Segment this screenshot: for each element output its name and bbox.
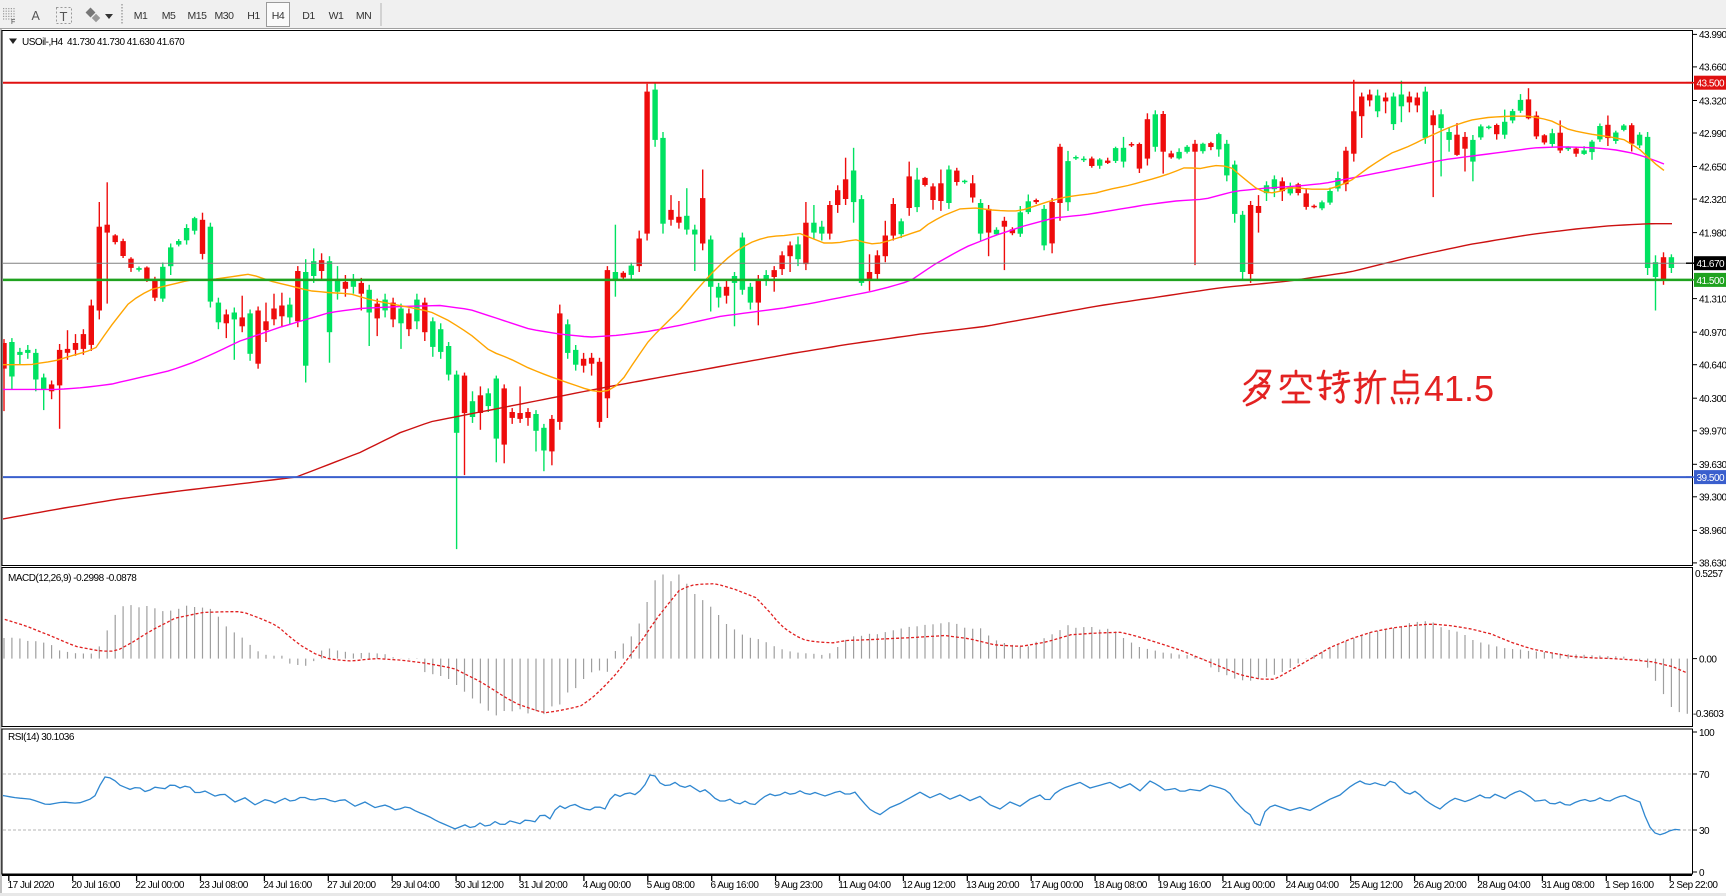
svg-text:M5: M5 <box>162 10 176 22</box>
svg-text:30: 30 <box>1699 826 1710 837</box>
svg-text:13 Aug 20:00: 13 Aug 20:00 <box>966 880 1020 891</box>
svg-text:18 Aug 08:00: 18 Aug 08:00 <box>1094 880 1148 891</box>
svg-text:41.5: 41.5 <box>1424 368 1494 409</box>
svg-text:43.660: 43.660 <box>1699 63 1726 74</box>
svg-text:0.00: 0.00 <box>1699 654 1717 665</box>
svg-text:17 Jul 2020: 17 Jul 2020 <box>8 880 55 891</box>
svg-text:21 Aug 00:00: 21 Aug 00:00 <box>1222 880 1276 891</box>
svg-text:43.990: 43.990 <box>1699 30 1726 41</box>
svg-text:40.970: 40.970 <box>1699 328 1726 339</box>
svg-text:23 Jul 08:00: 23 Jul 08:00 <box>199 880 248 891</box>
svg-text:24 Jul 16:00: 24 Jul 16:00 <box>263 880 312 891</box>
svg-text:43.500: 43.500 <box>1697 79 1726 90</box>
svg-text:D1: D1 <box>302 10 315 22</box>
svg-text:43.320: 43.320 <box>1699 96 1726 107</box>
svg-text:4 Aug 00:00: 4 Aug 00:00 <box>583 880 632 891</box>
svg-text:MACD(12,26,9) -0.2998 -0.0878: MACD(12,26,9) -0.2998 -0.0878 <box>8 573 137 584</box>
svg-text:28 Aug 04:00: 28 Aug 04:00 <box>1477 880 1531 891</box>
svg-text:39.970: 39.970 <box>1699 427 1726 438</box>
svg-text:H4: H4 <box>272 10 285 22</box>
svg-text:12 Aug 12:00: 12 Aug 12:00 <box>902 880 956 891</box>
svg-text:42.320: 42.320 <box>1699 195 1726 206</box>
svg-text:0: 0 <box>1699 868 1705 879</box>
svg-text:70: 70 <box>1699 770 1710 781</box>
svg-text:17 Aug 00:00: 17 Aug 00:00 <box>1030 880 1084 891</box>
svg-text:41.310: 41.310 <box>1699 294 1726 305</box>
svg-text:0.5257: 0.5257 <box>1695 569 1724 580</box>
svg-text:40.640: 40.640 <box>1699 361 1726 372</box>
svg-text:20 Jul 16:00: 20 Jul 16:00 <box>72 880 121 891</box>
svg-text:9 Aug 23:00: 9 Aug 23:00 <box>774 880 823 891</box>
svg-text:41.980: 41.980 <box>1699 228 1726 239</box>
svg-text:40.300: 40.300 <box>1699 394 1726 405</box>
svg-text:A: A <box>32 9 41 23</box>
svg-text:39.500: 39.500 <box>1697 473 1726 484</box>
svg-text:-0.3603: -0.3603 <box>1693 709 1724 720</box>
svg-text:24 Aug 04:00: 24 Aug 04:00 <box>1286 880 1340 891</box>
svg-text:M30: M30 <box>215 10 235 22</box>
svg-text:11 Aug 04:00: 11 Aug 04:00 <box>838 880 891 891</box>
svg-text:27 Jul 20:00: 27 Jul 20:00 <box>327 880 376 891</box>
svg-text:MN: MN <box>356 10 371 22</box>
svg-text:39.300: 39.300 <box>1699 493 1726 504</box>
svg-text:H1: H1 <box>247 10 260 22</box>
svg-text:30 Jul 12:00: 30 Jul 12:00 <box>455 880 504 891</box>
svg-text:38.630: 38.630 <box>1699 559 1726 570</box>
svg-text:F: F <box>11 19 15 26</box>
svg-text:41.670: 41.670 <box>1697 259 1726 270</box>
svg-text:USOil-,H4 41.730 41.730 41.63: USOil-,H4 41.730 41.730 41.630 41.670 <box>22 37 185 48</box>
svg-text:W1: W1 <box>329 10 344 22</box>
svg-text:29 Jul 04:00: 29 Jul 04:00 <box>391 880 440 891</box>
svg-text:26 Aug 20:00: 26 Aug 20:00 <box>1413 880 1467 891</box>
svg-text:31 Jul 20:00: 31 Jul 20:00 <box>519 880 568 891</box>
svg-text:2 Sep 22:00: 2 Sep 22:00 <box>1669 880 1718 891</box>
svg-text:M15: M15 <box>188 10 208 22</box>
svg-text:22 Jul 00:00: 22 Jul 00:00 <box>135 880 184 891</box>
svg-text:1 Sep 16:00: 1 Sep 16:00 <box>1605 880 1654 891</box>
svg-text:M1: M1 <box>134 10 148 22</box>
svg-text:100: 100 <box>1699 728 1715 739</box>
svg-text:38.960: 38.960 <box>1699 526 1726 537</box>
svg-text:31 Aug 08:00: 31 Aug 08:00 <box>1541 880 1595 891</box>
svg-text:25 Aug 12:00: 25 Aug 12:00 <box>1350 880 1404 891</box>
svg-text:5 Aug 08:00: 5 Aug 08:00 <box>647 880 696 891</box>
svg-text:19 Aug 16:00: 19 Aug 16:00 <box>1158 880 1212 891</box>
svg-text:39.630: 39.630 <box>1699 460 1726 471</box>
svg-text:42.990: 42.990 <box>1699 129 1726 140</box>
svg-text:6 Aug 16:00: 6 Aug 16:00 <box>711 880 760 891</box>
svg-text:T: T <box>60 9 68 24</box>
svg-text:42.650: 42.650 <box>1699 162 1726 173</box>
svg-text:RSI(14) 30.1036: RSI(14) 30.1036 <box>8 732 75 743</box>
svg-text:41.500: 41.500 <box>1697 276 1726 287</box>
